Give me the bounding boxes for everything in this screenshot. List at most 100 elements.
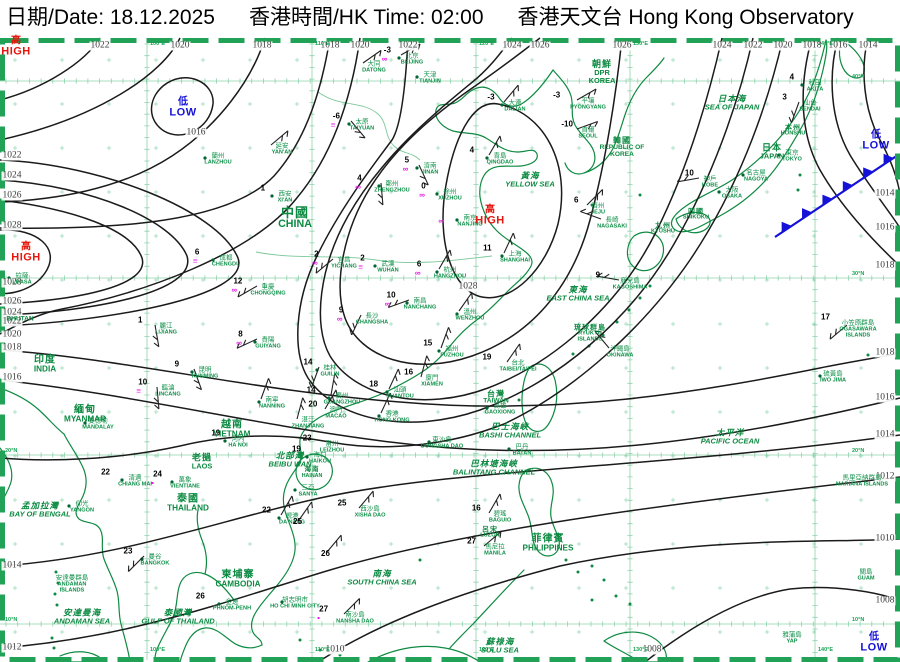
coastline — [295, 453, 333, 491]
station-dot — [223, 439, 227, 443]
island — [614, 594, 618, 598]
header-time: 香港時間/HK Time: 02:00 — [248, 6, 484, 29]
isobar — [0, 159, 240, 327]
wind-barb — [315, 258, 334, 274]
wind-barb — [380, 392, 393, 414]
grid-plus-field — [12, 57, 864, 635]
wind-barb — [362, 49, 382, 64]
station-dot — [253, 340, 257, 344]
station-dot — [385, 390, 389, 394]
river — [255, 251, 493, 263]
wind-barb — [576, 120, 599, 130]
latitude-line — [0, 275, 900, 281]
coastline — [675, 211, 711, 234]
wind-barb — [153, 386, 160, 410]
coastline — [552, 57, 665, 175]
station-dot — [415, 166, 419, 170]
wind-barb — [326, 534, 342, 553]
isobar — [319, 37, 723, 401]
station-dot — [257, 400, 261, 404]
isobar — [0, 349, 900, 407]
station-dot — [347, 122, 351, 126]
wind-barb — [260, 378, 272, 400]
island — [866, 353, 870, 357]
isobar — [0, 434, 900, 567]
wind-barb — [343, 598, 361, 615]
station-dot — [203, 156, 207, 160]
station-dot — [397, 56, 401, 60]
station-dot — [717, 190, 721, 194]
wind-barb — [503, 232, 516, 254]
station-dot — [485, 156, 489, 160]
coastline — [626, 231, 665, 272]
isobar — [0, 476, 900, 649]
island — [318, 648, 322, 652]
isobar — [317, 538, 900, 662]
isobar — [0, 37, 101, 101]
station-dot — [405, 301, 409, 305]
isobar — [0, 37, 784, 461]
wind-barb — [237, 285, 258, 298]
island — [576, 570, 580, 574]
cold-front-line — [774, 154, 899, 238]
station-dot — [485, 406, 489, 410]
wind-barb — [324, 389, 338, 410]
coastline — [63, 433, 131, 662]
island — [638, 193, 642, 197]
wind-barb — [350, 120, 366, 139]
station-dot — [67, 504, 71, 508]
island — [338, 653, 342, 657]
wind-barb — [788, 101, 800, 123]
isobar — [0, 179, 189, 316]
coastline — [518, 467, 560, 557]
wind-barb — [296, 397, 306, 420]
station-dot — [415, 75, 419, 79]
wind-barb — [438, 249, 452, 270]
isobar — [0, 37, 266, 203]
river — [317, 91, 421, 161]
isobar — [0, 199, 144, 305]
station-dot — [170, 480, 174, 484]
island — [615, 320, 619, 324]
isobar — [0, 379, 900, 452]
wind-barb — [440, 327, 452, 349]
cold-front-triangle — [842, 180, 853, 192]
station-dot — [500, 254, 504, 258]
wind-barb — [349, 314, 362, 336]
island — [55, 603, 59, 607]
island — [798, 173, 802, 177]
island — [418, 558, 422, 562]
latitude-line — [0, 621, 900, 627]
station-dot — [120, 478, 124, 482]
longitude-line — [812, 40, 818, 660]
station-dot — [305, 455, 309, 459]
island — [50, 636, 54, 640]
wind-barb — [298, 501, 313, 521]
coastline — [448, 569, 525, 650]
station-dot — [83, 421, 87, 425]
island — [628, 602, 632, 606]
wind-barb — [152, 324, 160, 348]
cold-front-triangle — [863, 167, 874, 179]
island — [627, 308, 631, 312]
station-dot — [280, 600, 284, 604]
isobar — [297, 37, 754, 423]
isobar — [802, 37, 900, 267]
island — [564, 558, 568, 562]
station-dot — [327, 396, 331, 400]
longitude-line — [627, 40, 633, 660]
station-dot — [437, 349, 441, 353]
wind-barb — [597, 272, 620, 281]
header-date: 日期/Date: 18.12.2025 — [6, 6, 215, 29]
station-dot — [741, 173, 745, 177]
isobar — [339, 37, 623, 365]
island — [638, 296, 642, 300]
station-dot — [373, 264, 377, 268]
isobar — [831, 37, 900, 229]
island — [53, 592, 57, 596]
island — [298, 638, 302, 642]
wind-barb — [503, 84, 519, 103]
wind-barb — [388, 368, 401, 390]
wind-barb — [193, 368, 203, 391]
